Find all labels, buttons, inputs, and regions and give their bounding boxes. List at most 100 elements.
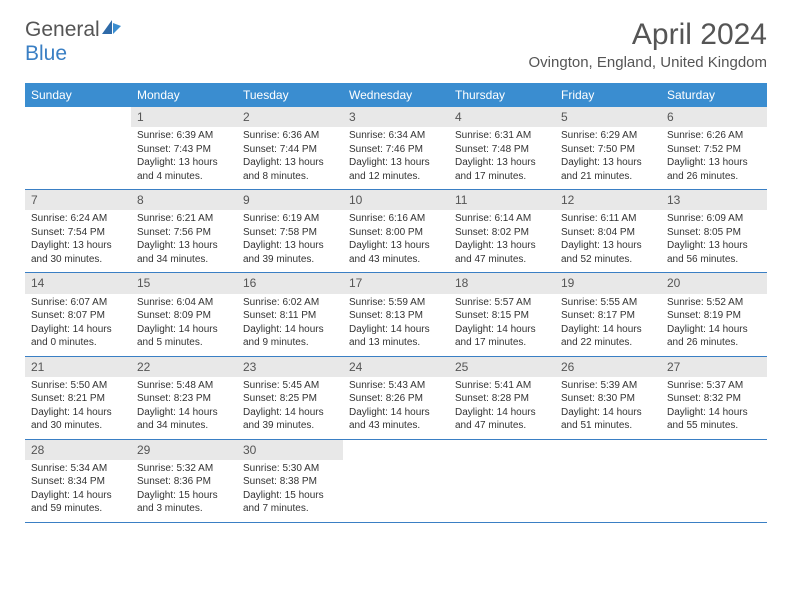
sunrise-line: Sunrise: 6:34 AM xyxy=(349,129,443,143)
daylight-line: Daylight: 14 hours and 34 minutes. xyxy=(137,406,231,433)
sunrise-line: Sunrise: 5:50 AM xyxy=(31,379,125,393)
sunset-line: Sunset: 8:17 PM xyxy=(561,309,655,323)
sunrise-line: Sunrise: 6:29 AM xyxy=(561,129,655,143)
logo-text-general: General xyxy=(25,18,100,41)
day-body: Sunrise: 6:29 AMSunset: 7:50 PMDaylight:… xyxy=(555,127,661,189)
header: GeneralBlue April 2024 Ovington, England… xyxy=(25,18,767,71)
day-number: 20 xyxy=(661,273,767,293)
daylight-line: Daylight: 13 hours and 21 minutes. xyxy=(561,156,655,183)
day-body: Sunrise: 6:09 AMSunset: 8:05 PMDaylight:… xyxy=(661,210,767,272)
day-cell: 8Sunrise: 6:21 AMSunset: 7:56 PMDaylight… xyxy=(131,190,237,273)
sunrise-line: Sunrise: 5:30 AM xyxy=(243,462,337,476)
day-cell: . xyxy=(343,439,449,522)
day-cell: 14Sunrise: 6:07 AMSunset: 8:07 PMDayligh… xyxy=(25,273,131,356)
logo-text: GeneralBlue xyxy=(25,18,122,66)
daylight-line: Daylight: 14 hours and 26 minutes. xyxy=(667,323,761,350)
sunrise-line: Sunrise: 6:09 AM xyxy=(667,212,761,226)
day-cell: 20Sunrise: 5:52 AMSunset: 8:19 PMDayligh… xyxy=(661,273,767,356)
day-body: Sunrise: 6:39 AMSunset: 7:43 PMDaylight:… xyxy=(131,127,237,189)
sunset-line: Sunset: 8:30 PM xyxy=(561,392,655,406)
daylight-line: Daylight: 14 hours and 51 minutes. xyxy=(561,406,655,433)
day-body: Sunrise: 6:26 AMSunset: 7:52 PMDaylight:… xyxy=(661,127,767,189)
daylight-line: Daylight: 13 hours and 8 minutes. xyxy=(243,156,337,183)
day-cell: 22 Sunrise: 5:48 AMSunset: 8:23 PMDayligh… xyxy=(131,356,237,439)
day-cell: 25Sunrise: 5:41 AMSunset: 8:28 PMDayligh… xyxy=(449,356,555,439)
day-body: Sunrise: 5:55 AMSunset: 8:17 PMDaylight:… xyxy=(555,294,661,356)
sunset-line: Sunset: 8:21 PM xyxy=(31,392,125,406)
sunset-line: Sunset: 8:07 PM xyxy=(31,309,125,323)
sunset-line: Sunset: 8:23 PM xyxy=(137,392,231,406)
daylight-line: Daylight: 14 hours and 47 minutes. xyxy=(455,406,549,433)
sunset-line: Sunset: 8:25 PM xyxy=(243,392,337,406)
daylight-line: Daylight: 13 hours and 12 minutes. xyxy=(349,156,443,183)
sunrise-line: Sunrise: 6:39 AM xyxy=(137,129,231,143)
sunset-line: Sunset: 7:43 PM xyxy=(137,143,231,157)
day-cell: 29Sunrise: 5:32 AMSunset: 8:36 PMDayligh… xyxy=(131,439,237,522)
sunset-line: Sunset: 8:02 PM xyxy=(455,226,549,240)
day-number: 26 xyxy=(555,357,661,377)
day-cell: . xyxy=(25,107,131,190)
day-number: 11 xyxy=(449,190,555,210)
dow-monday: Monday xyxy=(131,83,237,107)
sunset-line: Sunset: 8:09 PM xyxy=(137,309,231,323)
week-row: 21Sunrise: 5:50 AMSunset: 8:21 PMDayligh… xyxy=(25,356,767,439)
dow-row: SundayMondayTuesdayWednesdayThursdayFrid… xyxy=(25,83,767,107)
day-body: Sunrise: 6:36 AMSunset: 7:44 PMDaylight:… xyxy=(237,127,343,189)
day-cell: 30Sunrise: 5:30 AMSunset: 8:38 PMDayligh… xyxy=(237,439,343,522)
sunset-line: Sunset: 8:19 PM xyxy=(667,309,761,323)
day-number: 22 xyxy=(131,357,237,377)
day-number: 24 xyxy=(343,357,449,377)
day-body: Sunrise: 5:41 AMSunset: 8:28 PMDaylight:… xyxy=(449,377,555,439)
day-body: Sunrise: 6:24 AMSunset: 7:54 PMDaylight:… xyxy=(25,210,131,272)
month-title: April 2024 xyxy=(529,18,767,52)
day-number: 30 xyxy=(237,440,343,460)
daylight-line: Daylight: 13 hours and 47 minutes. xyxy=(455,239,549,266)
sunset-line: Sunset: 8:34 PM xyxy=(31,475,125,489)
dow-saturday: Saturday xyxy=(661,83,767,107)
daylight-line: Daylight: 13 hours and 34 minutes. xyxy=(137,239,231,266)
day-cell: 12Sunrise: 6:11 AMSunset: 8:04 PMDayligh… xyxy=(555,190,661,273)
day-body: Sunrise: 5:30 AMSunset: 8:38 PMDaylight:… xyxy=(237,460,343,522)
day-cell: 27Sunrise: 5:37 AMSunset: 8:32 PMDayligh… xyxy=(661,356,767,439)
day-number: 23 xyxy=(237,357,343,377)
day-number: 10 xyxy=(343,190,449,210)
daylight-line: Daylight: 13 hours and 39 minutes. xyxy=(243,239,337,266)
sunrise-line: Sunrise: 6:26 AM xyxy=(667,129,761,143)
daylight-line: Daylight: 14 hours and 13 minutes. xyxy=(349,323,443,350)
daylight-line: Daylight: 13 hours and 52 minutes. xyxy=(561,239,655,266)
day-body: Sunrise: 6:34 AMSunset: 7:46 PMDaylight:… xyxy=(343,127,449,189)
sunrise-line: Sunrise: 5:48 AM xyxy=(137,379,231,393)
day-cell: 11Sunrise: 6:14 AMSunset: 8:02 PMDayligh… xyxy=(449,190,555,273)
sunrise-line: Sunrise: 5:55 AM xyxy=(561,296,655,310)
dow-tuesday: Tuesday xyxy=(237,83,343,107)
daylight-line: Daylight: 14 hours and 30 minutes. xyxy=(31,406,125,433)
day-body: Sunrise: 6:04 AMSunset: 8:09 PMDaylight:… xyxy=(131,294,237,356)
day-body: Sunrise: 5:37 AMSunset: 8:32 PMDaylight:… xyxy=(661,377,767,439)
sunrise-line: Sunrise: 5:59 AM xyxy=(349,296,443,310)
day-cell: 23Sunrise: 5:45 AMSunset: 8:25 PMDayligh… xyxy=(237,356,343,439)
sunset-line: Sunset: 7:54 PM xyxy=(31,226,125,240)
sunrise-line: Sunrise: 6:02 AM xyxy=(243,296,337,310)
day-number: 6 xyxy=(661,107,767,127)
sunrise-line: Sunrise: 6:14 AM xyxy=(455,212,549,226)
day-number: 2 xyxy=(237,107,343,127)
day-number: 14 xyxy=(25,273,131,293)
day-body: Sunrise: 5:59 AMSunset: 8:13 PMDaylight:… xyxy=(343,294,449,356)
daylight-line: Daylight: 14 hours and 9 minutes. xyxy=(243,323,337,350)
day-body xyxy=(661,460,767,512)
sunset-line: Sunset: 7:50 PM xyxy=(561,143,655,157)
calendar: SundayMondayTuesdayWednesdayThursdayFrid… xyxy=(25,83,767,523)
day-body xyxy=(555,460,661,512)
day-number: 25 xyxy=(449,357,555,377)
sunrise-line: Sunrise: 5:41 AM xyxy=(455,379,549,393)
week-row: 7Sunrise: 6:24 AMSunset: 7:54 PMDaylight… xyxy=(25,190,767,273)
day-body: Sunrise: 5:52 AMSunset: 8:19 PMDaylight:… xyxy=(661,294,767,356)
day-body: Sunrise: 6:14 AMSunset: 8:02 PMDaylight:… xyxy=(449,210,555,272)
sunrise-line: Sunrise: 6:11 AM xyxy=(561,212,655,226)
sunrise-line: Sunrise: 6:07 AM xyxy=(31,296,125,310)
calendar-body: .1Sunrise: 6:39 AMSunset: 7:43 PMDayligh… xyxy=(25,107,767,522)
logo-sail-icon xyxy=(100,18,122,36)
day-cell: 24Sunrise: 5:43 AMSunset: 8:26 PMDayligh… xyxy=(343,356,449,439)
day-number: 16 xyxy=(237,273,343,293)
daylight-line: Daylight: 14 hours and 59 minutes. xyxy=(31,489,125,516)
